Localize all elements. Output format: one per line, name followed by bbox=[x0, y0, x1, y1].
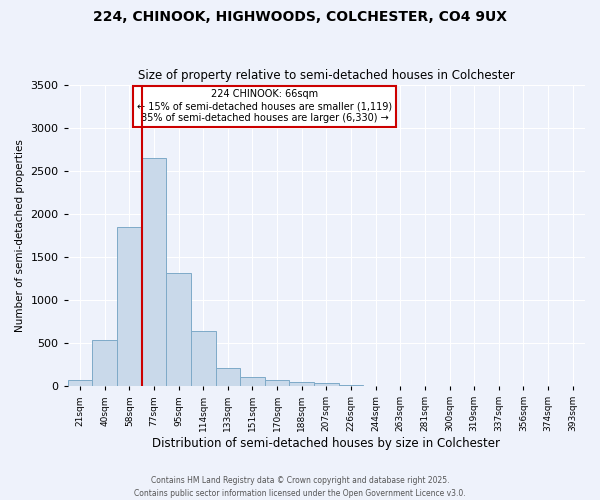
Title: Size of property relative to semi-detached houses in Colchester: Size of property relative to semi-detach… bbox=[138, 69, 515, 82]
Bar bbox=[289, 382, 314, 386]
Bar bbox=[191, 331, 215, 386]
Text: 224 CHINOOK: 66sqm
← 15% of semi-detached houses are smaller (1,119)
85% of semi: 224 CHINOOK: 66sqm ← 15% of semi-detache… bbox=[137, 90, 392, 122]
Text: Contains HM Land Registry data © Crown copyright and database right 2025.
Contai: Contains HM Land Registry data © Crown c… bbox=[134, 476, 466, 498]
Bar bbox=[92, 340, 117, 386]
Bar bbox=[142, 158, 166, 386]
Bar bbox=[215, 368, 240, 386]
Bar bbox=[166, 273, 191, 386]
Bar bbox=[265, 380, 289, 386]
Y-axis label: Number of semi-detached properties: Number of semi-detached properties bbox=[15, 139, 25, 332]
Bar bbox=[68, 380, 92, 386]
Bar bbox=[314, 384, 338, 386]
X-axis label: Distribution of semi-detached houses by size in Colchester: Distribution of semi-detached houses by … bbox=[152, 437, 500, 450]
Text: 224, CHINOOK, HIGHWOODS, COLCHESTER, CO4 9UX: 224, CHINOOK, HIGHWOODS, COLCHESTER, CO4… bbox=[93, 10, 507, 24]
Bar bbox=[240, 378, 265, 386]
Bar bbox=[338, 385, 364, 386]
Bar bbox=[117, 226, 142, 386]
